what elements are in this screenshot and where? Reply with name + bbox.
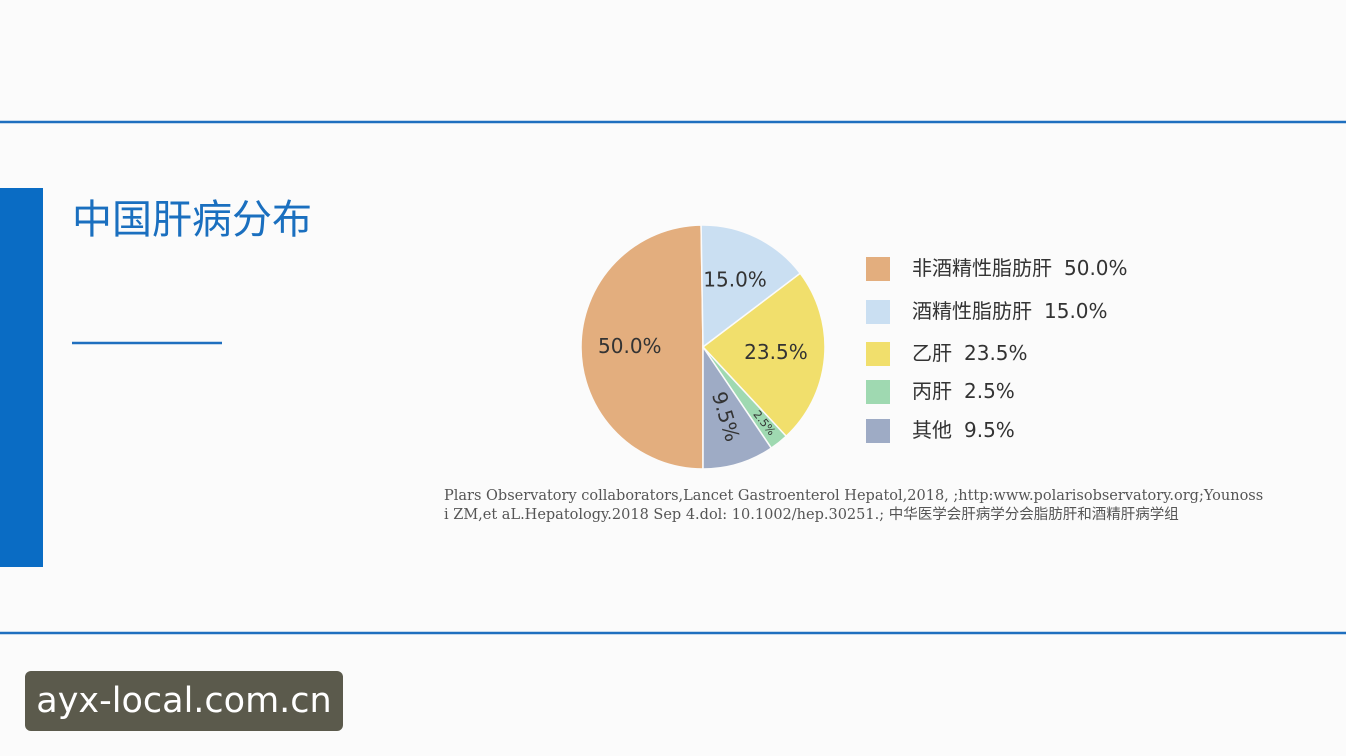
pie-slice <box>701 272 826 438</box>
pie-slice <box>580 224 704 470</box>
slice-label: 50.0% <box>598 334 662 358</box>
watermark: ayx-local.com.cn <box>25 671 343 731</box>
legend-label: 乙肝 23.5% <box>912 341 1028 365</box>
slice-label: 15.0% <box>703 268 767 292</box>
source-note: Plars Observatory collaborators,Lancet G… <box>444 488 1264 523</box>
side-bar <box>0 188 43 567</box>
legend-value: 50.0% <box>1064 256 1128 280</box>
legend-value: 15.0% <box>1044 299 1108 323</box>
legend-label: 丙肝 2.5% <box>912 379 1015 403</box>
slide-title: 中国肝病分布 <box>72 197 312 243</box>
legend-label: 其他 9.5% <box>912 418 1015 442</box>
legend-value: 9.5% <box>964 418 1015 442</box>
legend-swatch <box>866 257 890 281</box>
legend-swatch <box>866 380 890 404</box>
legend-swatch <box>866 342 890 366</box>
legend-value: 23.5% <box>964 341 1028 365</box>
slice-label: 23.5% <box>744 340 808 364</box>
legend-swatch <box>866 419 890 443</box>
legend-name: 其他 <box>912 418 952 442</box>
legend-label: 酒精性脂肪肝 15.0% <box>912 299 1108 323</box>
legend-name: 酒精性脂肪肝 <box>912 299 1032 323</box>
legend-name: 非酒精性脂肪肝 <box>912 256 1052 280</box>
pie-slice <box>702 344 773 470</box>
legend-swatch <box>866 300 890 324</box>
legend-name: 乙肝 <box>912 341 952 365</box>
legend-name: 丙肝 <box>912 379 952 403</box>
legend-label: 非酒精性脂肪肝 50.0% <box>912 256 1128 280</box>
pie-slice <box>700 224 802 349</box>
legend-value: 2.5% <box>964 379 1015 403</box>
